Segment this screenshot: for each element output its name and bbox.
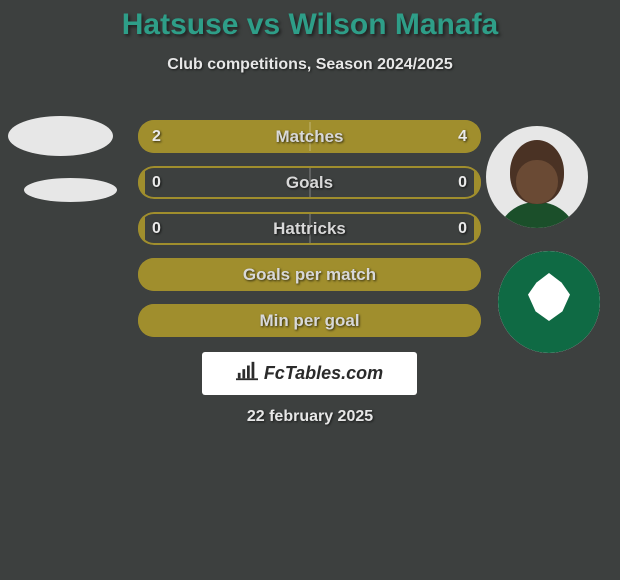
chart-icon <box>236 361 258 386</box>
stat-value-left: 0 <box>152 166 161 199</box>
stat-row: Goals0 0 <box>138 166 481 199</box>
stat-label: Goals per match <box>138 258 481 291</box>
stat-label: Matches <box>138 120 481 153</box>
page-subtitle: Club competitions, Season 2024/2025 <box>0 56 620 74</box>
player-right-avatar <box>486 126 588 228</box>
stat-value-right: 0 <box>458 166 467 199</box>
watermark-text: FcTables.com <box>264 363 383 384</box>
stat-row: Min per goal <box>138 304 481 337</box>
stat-value-left: 0 <box>152 212 161 245</box>
stat-label: Goals <box>138 166 481 199</box>
stat-label: Min per goal <box>138 304 481 337</box>
date-label: 22 february 2025 <box>0 408 620 426</box>
stat-value-right: 4 <box>458 120 467 153</box>
comparison-card: Hatsuse vs Wilson Manafa Club competitio… <box>0 0 620 460</box>
stat-row: Hattricks0 0 <box>138 212 481 245</box>
stat-label: Hattricks <box>138 212 481 245</box>
stat-row: Goals per match <box>138 258 481 291</box>
stat-row: Matches2 4 <box>138 120 481 153</box>
stat-value-right: 0 <box>458 212 467 245</box>
watermark: FcTables.com <box>202 352 417 395</box>
stat-value-left: 2 <box>152 120 161 153</box>
player-left-club-badge <box>24 178 117 202</box>
player-left-avatar <box>8 116 113 156</box>
page-title: Hatsuse vs Wilson Manafa <box>0 0 620 42</box>
player-right-club-badge <box>498 251 600 353</box>
comparison-bars: Matches24Goals00Hattricks00Goals per mat… <box>138 120 481 350</box>
